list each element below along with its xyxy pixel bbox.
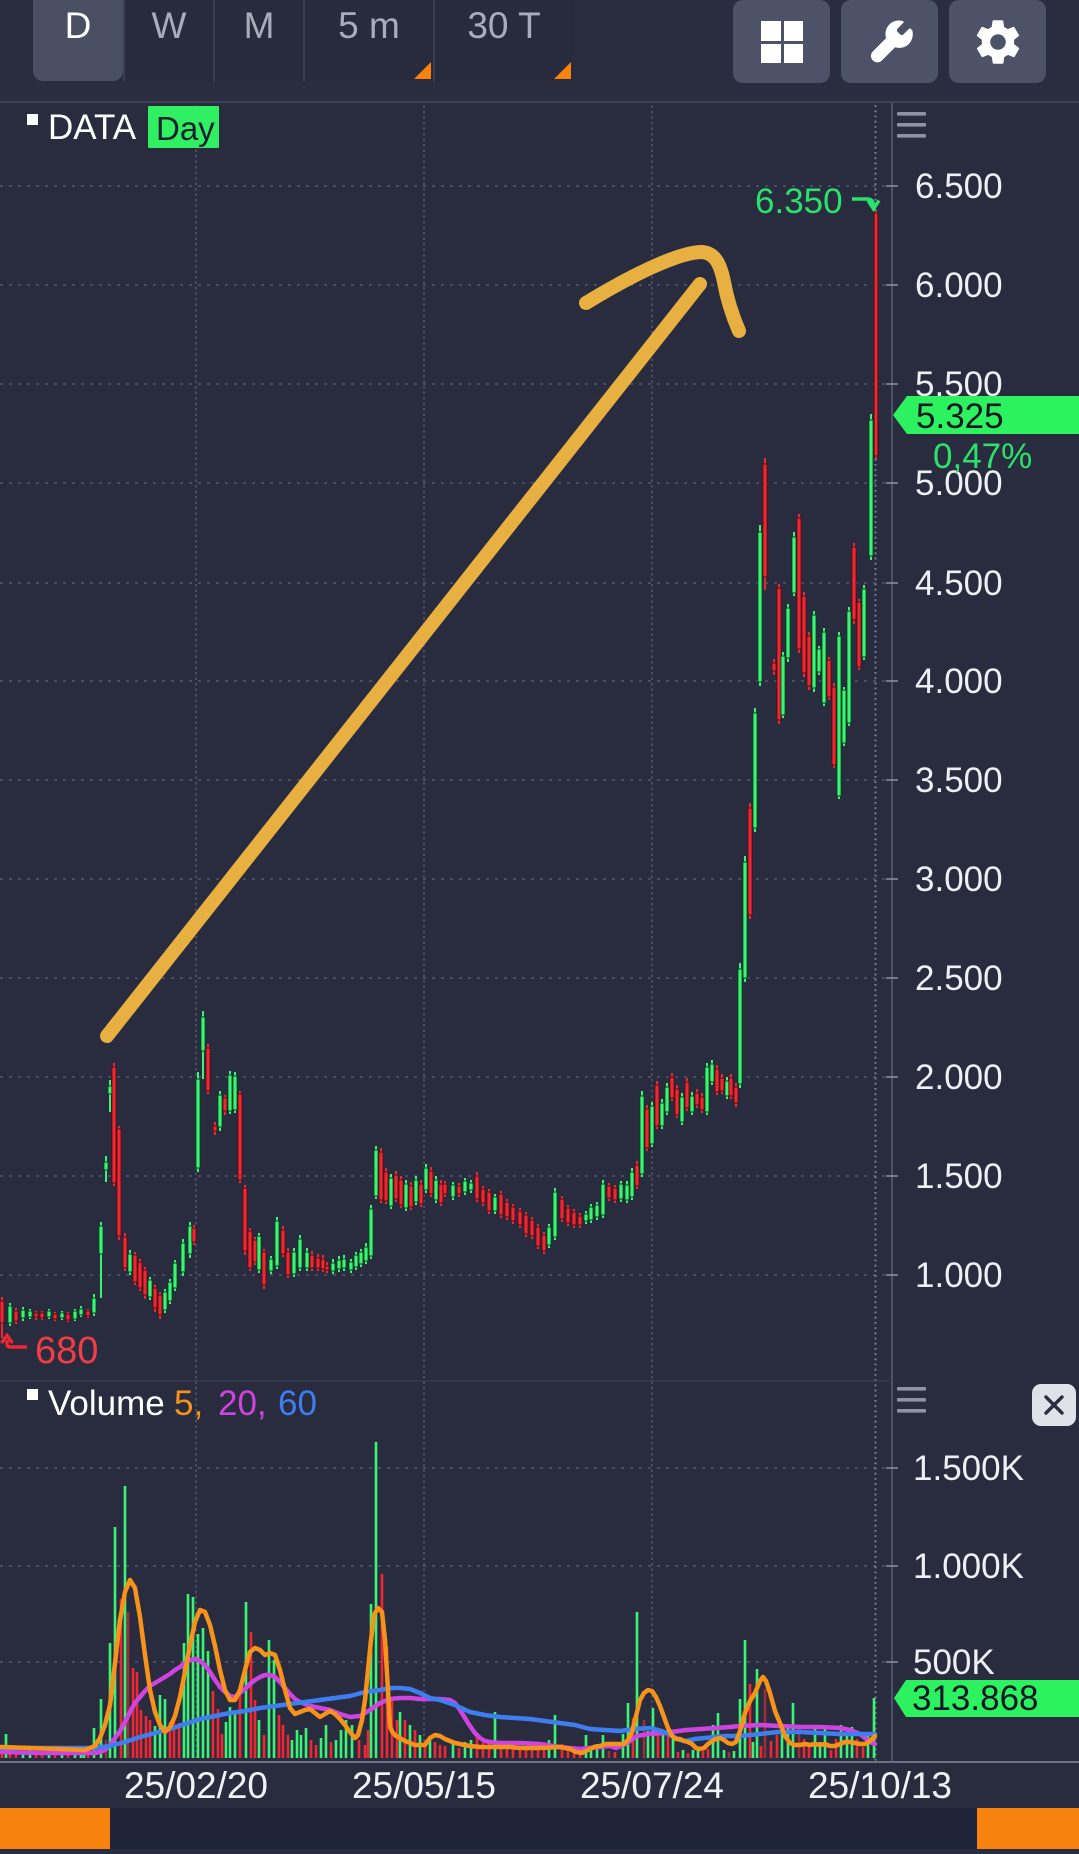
svg-text:5,: 5, [174, 1384, 203, 1423]
svg-text:3.500: 3.500 [915, 761, 1003, 800]
svg-text:25/10/13: 25/10/13 [808, 1765, 952, 1806]
svg-text:5.000: 5.000 [915, 464, 1003, 503]
svg-text:6.500: 6.500 [915, 167, 1003, 206]
svg-text:25/07/24: 25/07/24 [580, 1765, 724, 1806]
svg-text:500K: 500K [913, 1643, 995, 1682]
svg-text:313.868: 313.868 [912, 1679, 1039, 1718]
svg-text:0,47%: 0,47% [933, 437, 1032, 476]
svg-text:Volume: Volume [48, 1384, 165, 1423]
svg-text:2.500: 2.500 [915, 959, 1003, 998]
svg-text:1.500K: 1.500K [913, 1449, 1024, 1488]
svg-text:4.500: 4.500 [915, 564, 1003, 603]
svg-text:680: 680 [35, 1330, 98, 1372]
svg-text:6.350: 6.350 [755, 182, 843, 221]
svg-text:DATA: DATA [48, 108, 137, 147]
svg-text:1.500: 1.500 [915, 1157, 1003, 1196]
svg-text:5.325: 5.325 [916, 397, 1004, 436]
svg-text:2.000: 2.000 [915, 1058, 1003, 1097]
svg-text:60: 60 [278, 1384, 317, 1423]
svg-text:25/02/20: 25/02/20 [124, 1765, 268, 1806]
svg-text:20,: 20, [218, 1384, 267, 1423]
svg-text:1.000K: 1.000K [913, 1547, 1024, 1586]
svg-text:3.000: 3.000 [915, 860, 1003, 899]
svg-text:4.000: 4.000 [915, 662, 1003, 701]
svg-text:1.000: 1.000 [915, 1256, 1003, 1295]
svg-text:Day: Day [156, 110, 215, 147]
svg-text:25/05/15: 25/05/15 [352, 1765, 496, 1806]
svg-text:6.000: 6.000 [915, 266, 1003, 305]
